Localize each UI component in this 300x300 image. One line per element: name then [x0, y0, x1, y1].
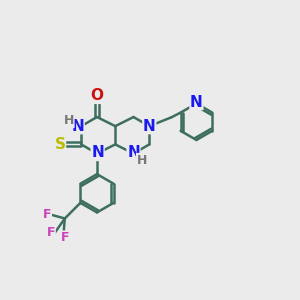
Text: S: S [55, 137, 65, 152]
Text: N: N [143, 118, 156, 134]
Text: F: F [43, 208, 51, 220]
Text: O: O [91, 88, 103, 103]
Text: H: H [136, 154, 147, 166]
Text: N: N [190, 94, 203, 110]
Text: H: H [64, 114, 74, 127]
Text: N: N [71, 118, 84, 134]
Text: N: N [127, 145, 140, 160]
Text: F: F [47, 226, 55, 239]
Text: F: F [61, 231, 69, 244]
Text: N: N [91, 146, 104, 160]
